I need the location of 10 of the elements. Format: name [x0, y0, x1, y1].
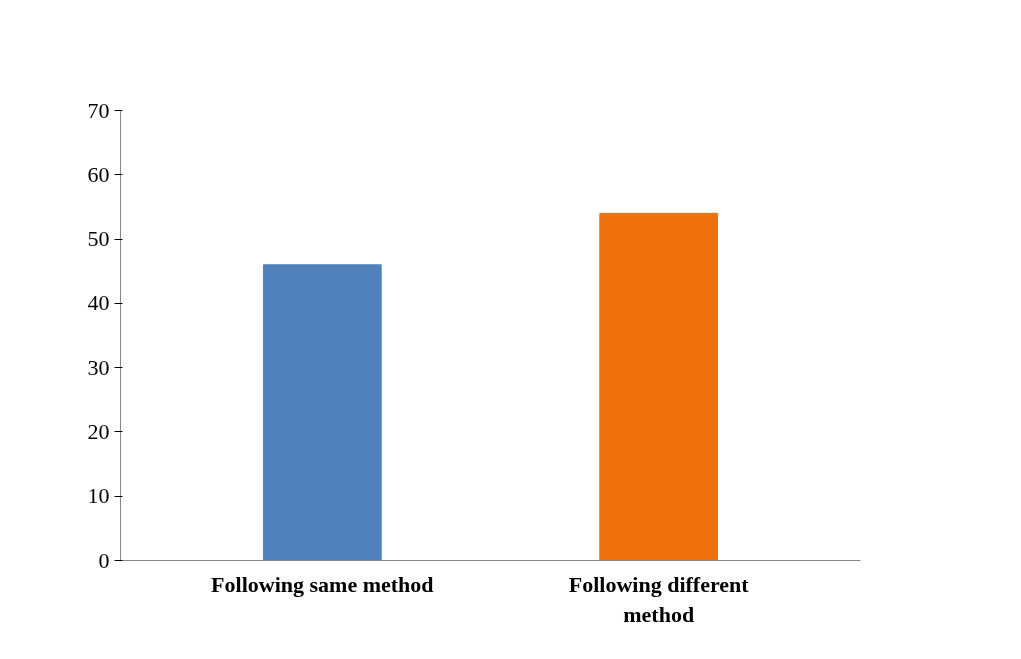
y-tick-label: 60 — [87, 161, 110, 187]
y-tick-label: 50 — [87, 226, 110, 252]
y-tick-label: 20 — [87, 418, 110, 444]
x-tick-label: Following different method — [568, 571, 750, 627]
y-tick-label: 30 — [87, 354, 110, 380]
x-tick-label: Following same method — [211, 571, 434, 597]
y-tick-label: 0 — [98, 547, 110, 573]
y-tick-label: 10 — [87, 483, 110, 509]
y-tick-label: 70 — [87, 97, 110, 123]
y-tick-label: 40 — [87, 290, 110, 316]
